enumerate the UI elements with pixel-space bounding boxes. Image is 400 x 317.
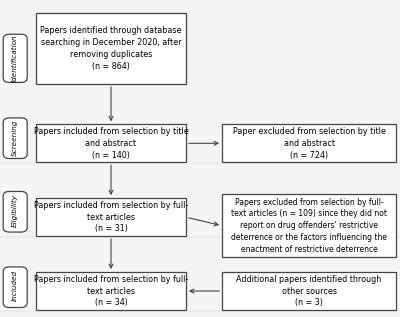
FancyBboxPatch shape — [222, 272, 396, 310]
FancyBboxPatch shape — [36, 198, 186, 236]
Text: Included: Included — [12, 270, 18, 301]
FancyBboxPatch shape — [222, 194, 396, 257]
FancyBboxPatch shape — [3, 267, 27, 307]
FancyBboxPatch shape — [36, 124, 186, 162]
FancyBboxPatch shape — [3, 118, 27, 158]
Text: Screening: Screening — [12, 120, 18, 156]
Text: Papers excluded from selection by full-
text articles (n = 109) since they did n: Papers excluded from selection by full- … — [231, 197, 387, 254]
Text: Additional papers identified through
other sources
(n = 3): Additional papers identified through oth… — [236, 275, 382, 307]
FancyBboxPatch shape — [36, 272, 186, 310]
Text: Paper excluded from selection by title
and abstract
(n = 724): Paper excluded from selection by title a… — [232, 127, 386, 159]
Text: Papers included from selection by full-
text articles
(n = 34): Papers included from selection by full- … — [34, 275, 188, 307]
FancyBboxPatch shape — [3, 191, 27, 232]
FancyBboxPatch shape — [222, 124, 396, 162]
Text: Identification: Identification — [12, 35, 18, 82]
Text: Papers identified through database
searching in December 2020, after
removing du: Papers identified through database searc… — [40, 26, 182, 71]
Text: Papers included from selection by title
and abstract
(n = 140): Papers included from selection by title … — [34, 127, 188, 159]
FancyBboxPatch shape — [3, 34, 27, 82]
Text: Papers included from selection by full-
text articles
(n = 31): Papers included from selection by full- … — [34, 201, 188, 233]
Text: Eligibility: Eligibility — [12, 194, 18, 227]
FancyBboxPatch shape — [36, 13, 186, 84]
